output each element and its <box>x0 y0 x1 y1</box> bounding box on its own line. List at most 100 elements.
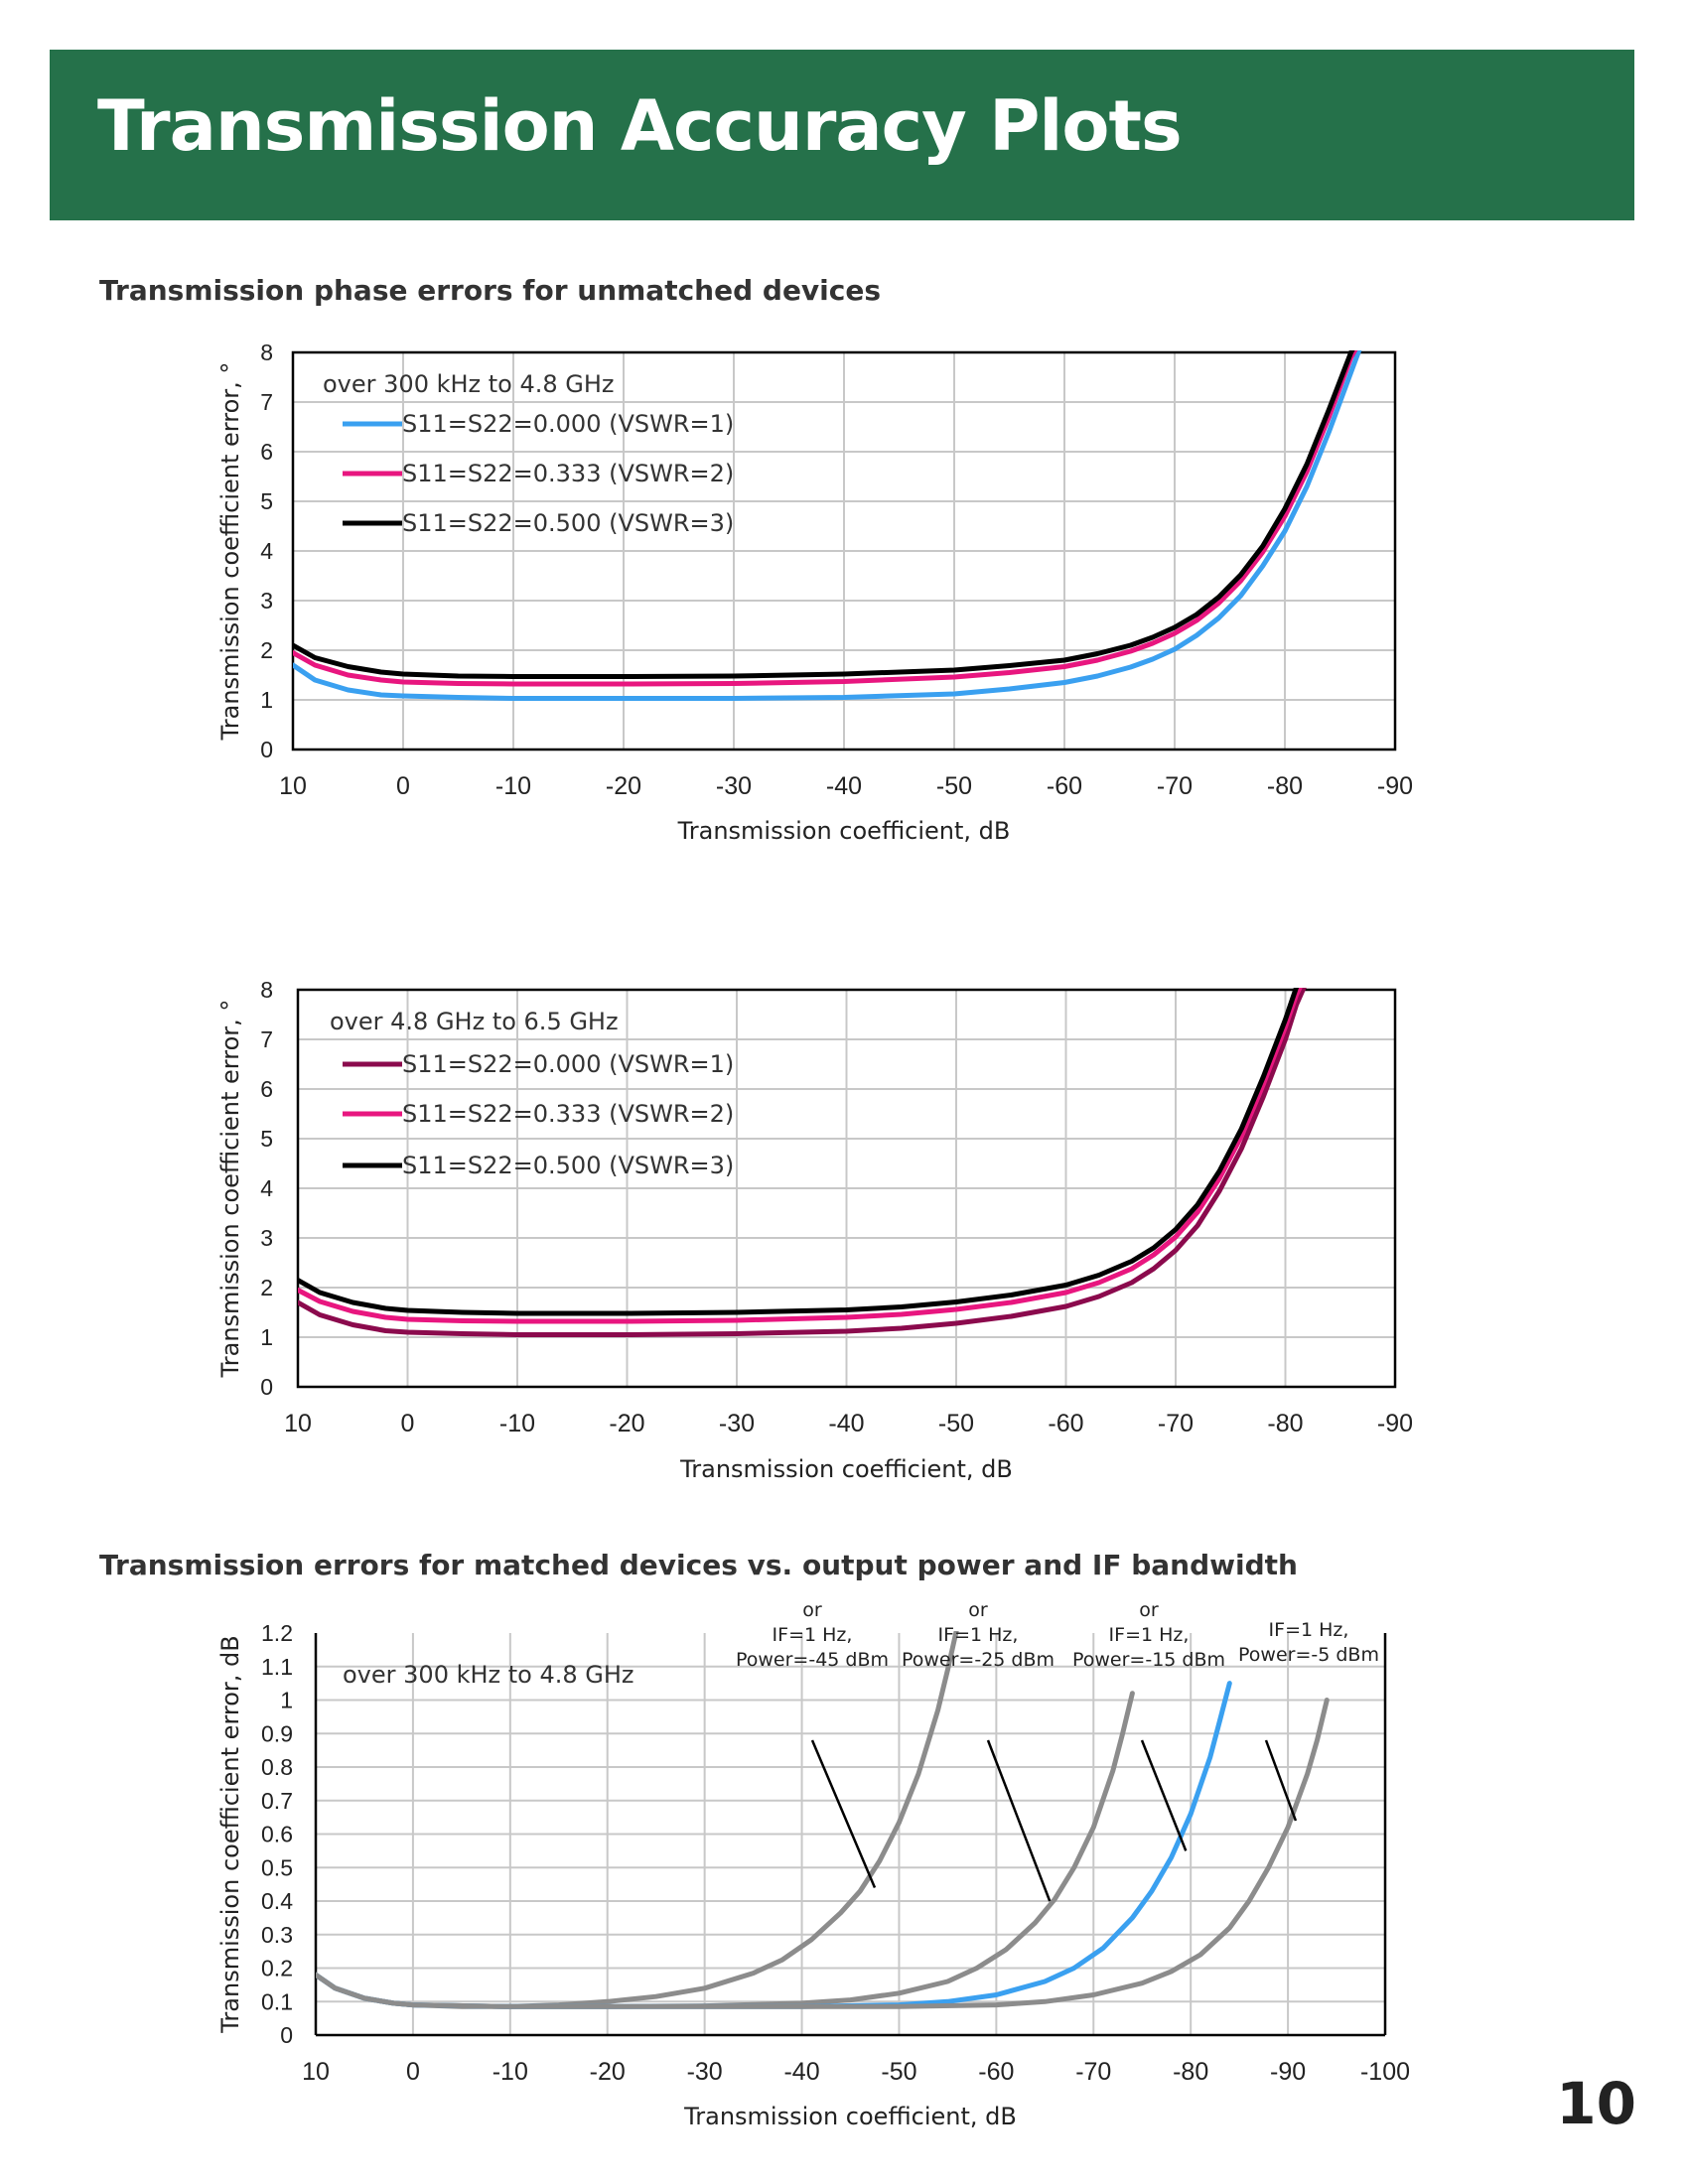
x-tick-label: -80 <box>1267 1410 1303 1437</box>
x-tick-label: -20 <box>606 772 641 800</box>
legend-label: S11=S22=0.333 (VSWR=2) <box>402 460 734 487</box>
y-tick-label: 3 <box>260 1225 273 1251</box>
x-tick-label: -50 <box>936 772 972 800</box>
y-tick-label: 1.2 <box>261 1620 293 1646</box>
y-tick-label: 7 <box>260 389 273 415</box>
y-tick-label: 3 <box>260 588 273 614</box>
chart-annotation: over 300 kHz to 4.8 GHz <box>343 1661 634 1689</box>
legend-label: S11=S22=0.500 (VSWR=3) <box>402 509 734 537</box>
y-tick-label: 5 <box>260 1126 273 1152</box>
chart-magnitude-errors: 10 0 -10 -20 -30 -40 -50 -60 -70 -80 -90 -100 0 0.1 0.… <box>216 1599 1410 2130</box>
series-line-3 <box>293 350 1355 679</box>
y-tick-label: 0 <box>260 737 273 762</box>
x-axis-label: Transmission coefficient, dB <box>677 817 1011 845</box>
y-tick-label: 1 <box>260 687 273 713</box>
callout-label: IF=1 Hz, <box>1109 1624 1190 1646</box>
x-tick-label: 10 <box>279 772 307 800</box>
x-tick-label: -80 <box>1267 772 1303 800</box>
callout-label: IF=1 Hz, <box>773 1624 853 1646</box>
y-tick-label: 8 <box>260 340 273 365</box>
series-line-1 <box>293 350 1362 701</box>
x-tick-label: 10 <box>302 2058 330 2086</box>
section-title-matched-errors: Transmission errors for matched devices … <box>99 1549 1298 1581</box>
x-tick-label: -80 <box>1173 2058 1208 2086</box>
y-axis-label: Transmission coefficient error, dB <box>216 1635 244 2033</box>
x-tick-label: -20 <box>590 2058 626 2086</box>
x-tick-label: -100 <box>1360 2058 1410 2086</box>
series-line-2 <box>293 350 1358 687</box>
y-tick-label: 5 <box>260 488 273 514</box>
page-title: Transmission Accuracy Plots <box>97 85 1183 167</box>
y-tick-label: 0.4 <box>261 1888 293 1914</box>
callout-label: IF=1 Hz, <box>938 1624 1019 1646</box>
chart-phase-errors-low-band: 10 0 -10 -20 -30 -40 -50 -60 -70 -80 -90012345678T… <box>216 340 1413 845</box>
x-tick-label: -70 <box>1075 2058 1111 2086</box>
header-bar: Transmission Accuracy Plots <box>50 50 1634 220</box>
y-tick-label: 0.3 <box>261 1922 293 1948</box>
legend-label: S11=S22=0.500 (VSWR=3) <box>402 1152 734 1179</box>
callout-leader-line <box>810 1739 877 1888</box>
x-tick-label: -60 <box>1048 1410 1083 1437</box>
callout-leader-line <box>986 1739 1052 1902</box>
x-tick-label: -10 <box>499 1410 535 1437</box>
x-tick-label: -60 <box>1047 772 1082 800</box>
plot-frame <box>291 350 1397 751</box>
callout-leader-line <box>1264 1739 1298 1822</box>
x-tick-label: 0 <box>396 772 410 800</box>
plot-frame <box>296 988 1397 1389</box>
x-tick-label: -40 <box>828 1410 864 1437</box>
series-line-3 <box>316 1681 1232 2009</box>
callout-label: Power=-5 dBm <box>1238 1644 1379 1666</box>
x-tick-label: 0 <box>406 2058 420 2086</box>
x-tick-label: -90 <box>1377 1410 1413 1437</box>
y-tick-label: 0.1 <box>261 1988 293 2014</box>
chart-annotation: over 300 kHz to 4.8 GHz <box>323 370 615 398</box>
y-tick-label: 7 <box>260 1026 273 1052</box>
chart-phase-errors-high-band: 10 0 -10 -20 -30 -40 -50 -60 -70 -80 -90012345678T… <box>216 977 1413 1483</box>
series-line-2 <box>298 988 1303 1324</box>
callout-label: Power=-25 dBm <box>902 1649 1055 1671</box>
legend-label: S11=S22=0.333 (VSWR=2) <box>402 1100 734 1128</box>
x-tick-label: -50 <box>881 2058 916 2086</box>
callout-label: IF=1 Hz, <box>1269 1619 1349 1641</box>
x-tick-label: -40 <box>826 772 862 800</box>
callout-label: Power=-15 dBm <box>1072 1649 1225 1671</box>
callout-label: or <box>1139 1599 1159 1621</box>
legend-label: S11=S22=0.000 (VSWR=1) <box>402 1050 734 1078</box>
series-line-2 <box>316 1691 1135 2009</box>
y-tick-label: 0.7 <box>261 1788 293 1814</box>
y-tick-label: 0 <box>280 2022 293 2048</box>
x-axis-label: Transmission coefficient, dB <box>679 1455 1013 1483</box>
callout-label: Power=-45 dBm <box>736 1649 889 1671</box>
section-title-phase-errors: Transmission phase errors for unmatched … <box>99 274 882 307</box>
callout-leader-line <box>1140 1739 1188 1851</box>
series-line-3 <box>298 988 1300 1316</box>
x-tick-label: -90 <box>1270 2058 1306 2086</box>
x-tick-label: 10 <box>284 1410 312 1437</box>
y-tick-label: 1 <box>280 1688 293 1713</box>
y-tick-label: 0.6 <box>261 1822 293 1847</box>
x-tick-label: -90 <box>1377 772 1413 800</box>
y-tick-label: 2 <box>260 637 273 663</box>
chart-annotation: over 4.8 GHz to 6.5 GHz <box>330 1008 619 1035</box>
x-tick-label: -70 <box>1157 772 1193 800</box>
y-tick-label: 6 <box>260 1076 273 1102</box>
x-tick-label: -60 <box>978 2058 1014 2086</box>
y-tick-label: 1 <box>260 1324 273 1350</box>
series-line-1 <box>298 988 1307 1337</box>
y-axis-label: Transmission coefficient error, ° <box>216 1000 244 1379</box>
callout-label: or <box>802 1599 822 1621</box>
y-tick-label: 0.9 <box>261 1720 293 1746</box>
x-tick-label: -10 <box>495 772 531 800</box>
x-tick-label: 0 <box>401 1410 415 1437</box>
x-tick-label: -10 <box>492 2058 528 2086</box>
legend-label: S11=S22=0.000 (VSWR=1) <box>402 410 734 438</box>
y-tick-label: 0 <box>260 1374 273 1400</box>
callout-label: or <box>968 1599 988 1621</box>
y-tick-label: 0.8 <box>261 1754 293 1780</box>
x-tick-label: -30 <box>716 772 752 800</box>
y-tick-label: 2 <box>260 1275 273 1300</box>
y-tick-label: 4 <box>260 1175 273 1201</box>
x-tick-label: -30 <box>719 1410 755 1437</box>
x-tick-label: -40 <box>783 2058 819 2086</box>
